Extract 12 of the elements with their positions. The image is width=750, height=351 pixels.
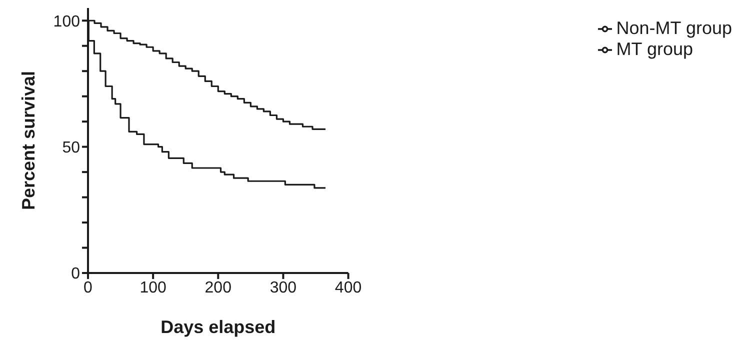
y-tick-label: 100 xyxy=(53,13,80,30)
x-axis-title: Days elapsed xyxy=(160,317,276,337)
x-tick-label: 0 xyxy=(84,279,93,296)
y-axis-title: Percent survival xyxy=(18,70,38,210)
x-tick-label: 300 xyxy=(270,279,297,296)
x-tick-label: 200 xyxy=(204,279,232,296)
legend-label: MT group xyxy=(616,39,693,59)
x-tick-label: 100 xyxy=(140,279,167,296)
x-tick-label: 400 xyxy=(334,279,362,296)
legend-label: Non-MT group xyxy=(616,18,732,38)
y-tick-label: 0 xyxy=(71,266,80,283)
y-tick-label: 50 xyxy=(62,139,80,156)
